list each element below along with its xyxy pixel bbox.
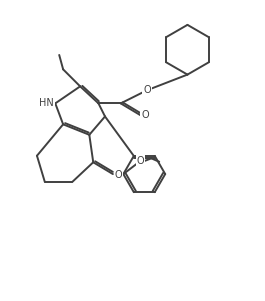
Text: O: O xyxy=(115,170,122,180)
Text: O: O xyxy=(141,110,149,120)
Text: HN: HN xyxy=(39,98,54,108)
Text: O: O xyxy=(136,156,144,166)
Text: O: O xyxy=(143,85,151,95)
